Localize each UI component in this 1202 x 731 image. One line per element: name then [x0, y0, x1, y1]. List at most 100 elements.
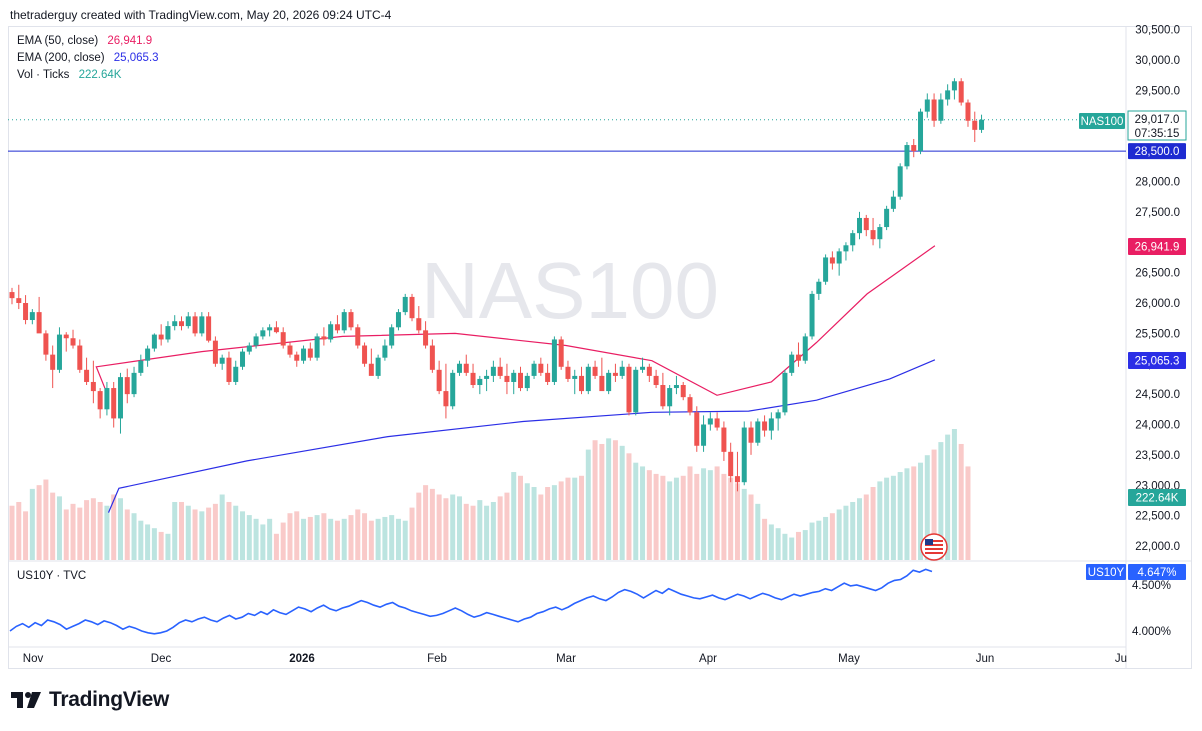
volume-bar [734, 483, 740, 560]
volume-bar [728, 477, 734, 560]
volume-bar [43, 479, 49, 560]
volume-bar [470, 505, 476, 560]
us10y-title: US10Y · TVC [17, 570, 87, 582]
candle-body [863, 217, 869, 231]
volume-bar [416, 492, 422, 560]
volume-bar [640, 466, 646, 560]
legend-volume-value: 222.64K [78, 69, 122, 81]
time-axis-label: Nov [23, 653, 44, 665]
volume-bar [63, 509, 69, 560]
last-price-text: 29,017.0 [1135, 114, 1180, 126]
volume-bar [389, 515, 395, 560]
legend-ema50[interactable]: EMA (50, close) 26,941.9 [17, 35, 152, 47]
us10y-value-badge-text: 4.647% [1137, 567, 1176, 579]
legend-ema200[interactable]: EMA (200, close) 25,065.3 [17, 52, 159, 64]
chart-frame[interactable] [8, 26, 1192, 669]
candle-body [694, 412, 700, 446]
candle-body [484, 375, 490, 379]
volume-bar [97, 501, 103, 560]
us10y-value-badge-bg [1128, 564, 1186, 580]
legend-volume[interactable]: Vol · Ticks 222.64K [17, 69, 121, 81]
candle-body [714, 418, 720, 428]
candle-body [585, 366, 591, 392]
volume-bar [29, 488, 35, 560]
candle-body [599, 375, 605, 392]
time-axis-label: Ju [1115, 653, 1127, 665]
volume-bar [680, 475, 686, 560]
us10y-series-line [9, 568, 933, 635]
volume-bar [362, 513, 368, 560]
candle-body [267, 327, 273, 331]
volume-bar [294, 511, 300, 560]
volume-bar [429, 488, 435, 560]
volume-bar [199, 511, 205, 560]
volume-bar [287, 513, 293, 560]
ema50-badge-text: 26,941.9 [1135, 242, 1180, 254]
candle-body [77, 345, 83, 370]
volume-bar [423, 485, 429, 560]
us10y-line [9, 568, 933, 635]
candle-body [850, 233, 856, 246]
horizontal-levels[interactable] [8, 119, 1126, 152]
volume-bar [436, 494, 442, 560]
volume-bar [843, 505, 849, 560]
candle-body [131, 372, 137, 395]
candle-body [897, 166, 903, 197]
time-axis-label: Apr [699, 653, 717, 665]
volume-bar [165, 533, 171, 560]
price-tick-label: 30,500.0 [1135, 25, 1180, 37]
candle-body [931, 99, 937, 121]
candle-body [884, 208, 890, 228]
candle-body [497, 366, 503, 376]
price-tick-label: 25,500.0 [1135, 328, 1180, 340]
candle-body [301, 348, 307, 361]
us10y-symbol-badge-bg [1086, 564, 1126, 580]
legend-ema50-value: 26,941.9 [107, 35, 153, 47]
tradingview-logo-text: TradingView [49, 688, 170, 711]
candle-body [334, 324, 340, 331]
volume-bar [36, 485, 42, 560]
volume-bar [863, 494, 869, 560]
candle-body [782, 372, 788, 413]
candle-body [857, 217, 862, 234]
candle-body [518, 372, 523, 389]
candle-body [633, 369, 639, 413]
candle-body [870, 230, 876, 240]
us-flag-icon[interactable] [920, 533, 948, 561]
tradingview-logo[interactable]: TradingView [11, 688, 169, 712]
volume-bars [9, 429, 971, 560]
volume-bar [192, 509, 198, 560]
candle-body [43, 333, 49, 355]
volume-bar [619, 445, 625, 560]
candle-body [389, 327, 395, 346]
candle-body [667, 388, 673, 407]
volume-bar [673, 477, 679, 560]
candle-body [640, 366, 646, 370]
candle-body [36, 312, 42, 334]
candle-body [226, 357, 232, 382]
candle-body [416, 318, 422, 331]
volume-bar [490, 501, 496, 560]
time-axis[interactable]: Nov Dec 2026 Feb Mar Apr May Jun Ju [23, 653, 1127, 665]
volume-bar [443, 498, 449, 560]
volume-bar [219, 494, 225, 560]
volume-bar [16, 501, 22, 560]
volume-bar [111, 494, 117, 560]
candle-body [172, 321, 178, 327]
ema200-badge-text: 25,065.3 [1135, 356, 1180, 368]
volume-bar [260, 524, 266, 560]
candle-body [504, 375, 510, 382]
candle-body [219, 357, 225, 364]
price-axis-badges: NAS100 29,017.0 07:35:15 28,500.0 26,941.9 25… [1079, 110, 1187, 580]
symbol-watermark: NAS100 [421, 246, 719, 335]
candle-body [572, 375, 578, 379]
candle-body [673, 385, 679, 389]
volume-bar [938, 442, 944, 560]
candle-body [192, 316, 198, 334]
candle-body [972, 120, 978, 130]
lower-pane-title[interactable]: US10Y · TVC [17, 570, 86, 582]
volume-bar [958, 443, 964, 560]
candle-body [409, 296, 415, 319]
volume-bar [267, 518, 273, 560]
